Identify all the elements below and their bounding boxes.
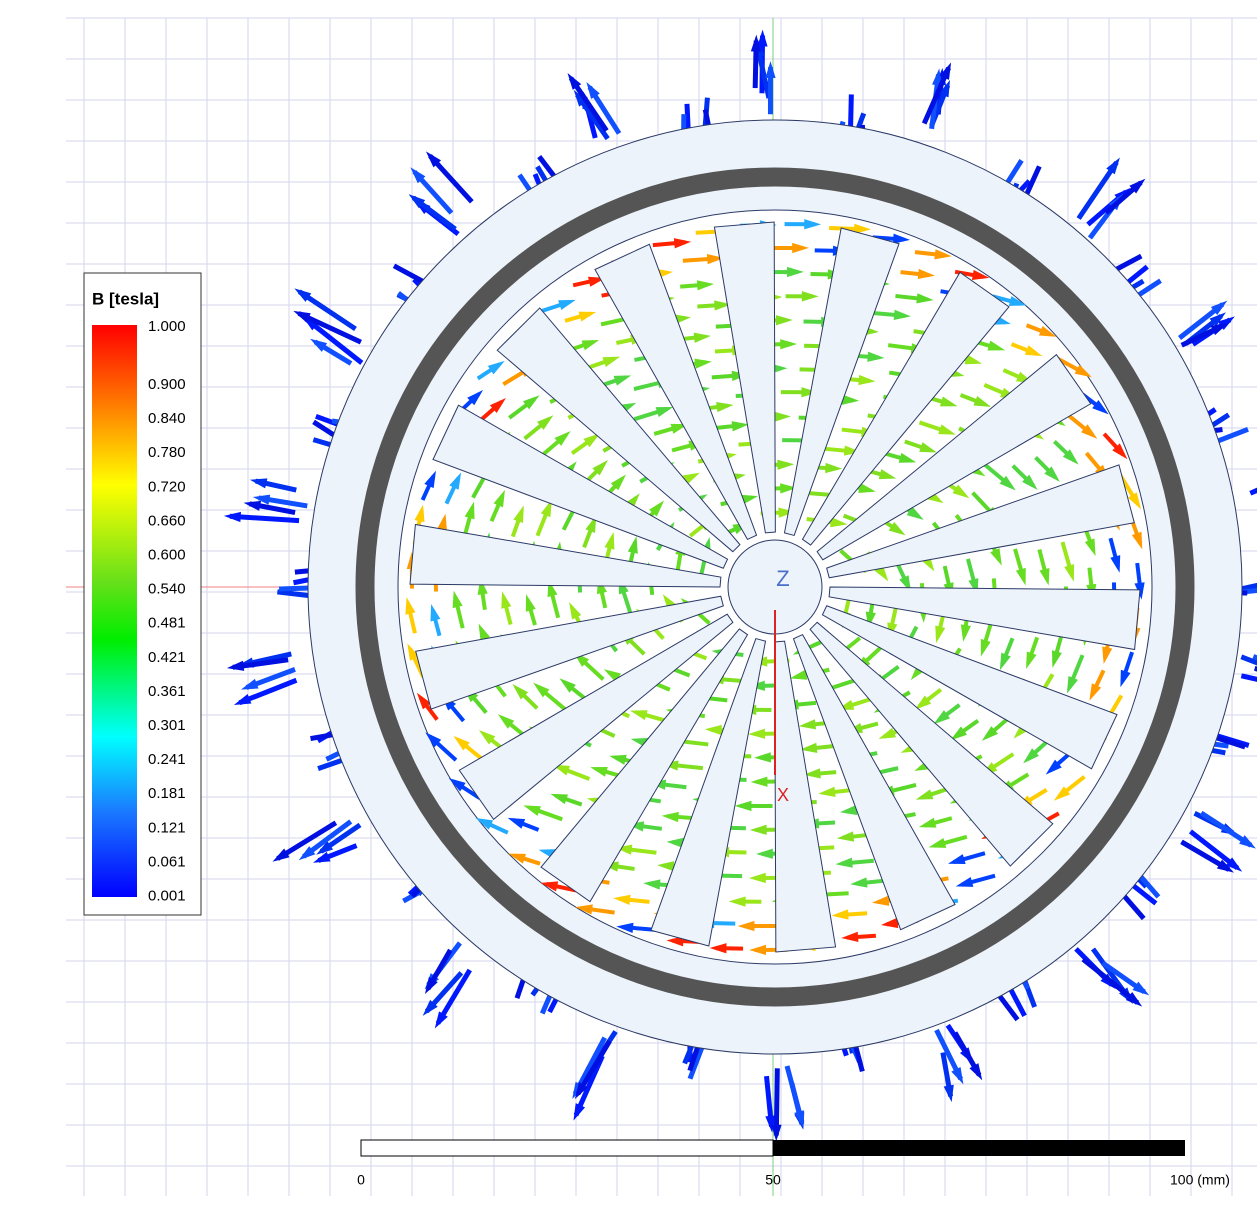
arrow-head — [573, 1103, 585, 1120]
viewport: Z X B [tesla] 1.000 0.900 0.840 0.780 0.720 0… — [0, 0, 1257, 1210]
legend-label: 0.241 — [148, 751, 186, 768]
axis-x-label: X — [777, 785, 789, 805]
arrow-head — [224, 512, 241, 522]
legend-label: 0.600 — [148, 546, 186, 563]
legend-label: 0.660 — [148, 512, 186, 529]
legend: B [tesla] 1.000 0.900 0.840 0.780 0.720 0.660… — [84, 273, 201, 915]
legend-label: 0.301 — [148, 717, 186, 734]
arrow-head — [313, 852, 331, 863]
page: {"legend": {"title": "B [tesla]", "label… — [0, 0, 1257, 1210]
arrow-head — [227, 661, 244, 671]
color-bar — [92, 325, 137, 897]
arrow-head — [244, 501, 262, 511]
arrow-head — [241, 679, 259, 690]
axis-z-label: Z — [776, 566, 789, 591]
scale-label: 0 — [357, 1172, 365, 1188]
legend-label: 1.000 — [148, 318, 186, 335]
legend-label: 0.061 — [148, 853, 186, 870]
legend-label: 0.121 — [148, 819, 186, 836]
legend-label: 0.720 — [148, 478, 186, 495]
scale-segment — [773, 1140, 1185, 1156]
scale-label: 100 (mm) — [1170, 1172, 1230, 1188]
field-arrow — [1241, 676, 1257, 688]
field-arrow — [1250, 476, 1257, 493]
legend-label: 0.840 — [148, 410, 186, 427]
arrow-head — [250, 478, 268, 488]
arrow-head — [234, 694, 252, 705]
legend-label: 0.780 — [148, 444, 186, 461]
arrow-head — [951, 1067, 963, 1084]
legend-label: 0.421 — [148, 649, 186, 666]
scale-bar: 0 50 100 (mm) — [357, 1140, 1230, 1188]
arrow-head — [765, 61, 775, 78]
legend-label: 0.181 — [148, 785, 186, 802]
legend-label: 0.001 — [148, 887, 186, 904]
scale-segment — [361, 1140, 773, 1156]
legend-title: B [tesla] — [92, 289, 159, 308]
legend-label: 0.540 — [148, 581, 186, 598]
legend-label: 0.361 — [148, 683, 186, 700]
scale-label: 50 — [765, 1172, 781, 1188]
legend-label: 0.481 — [148, 615, 186, 632]
legend-label: 0.900 — [148, 376, 186, 393]
